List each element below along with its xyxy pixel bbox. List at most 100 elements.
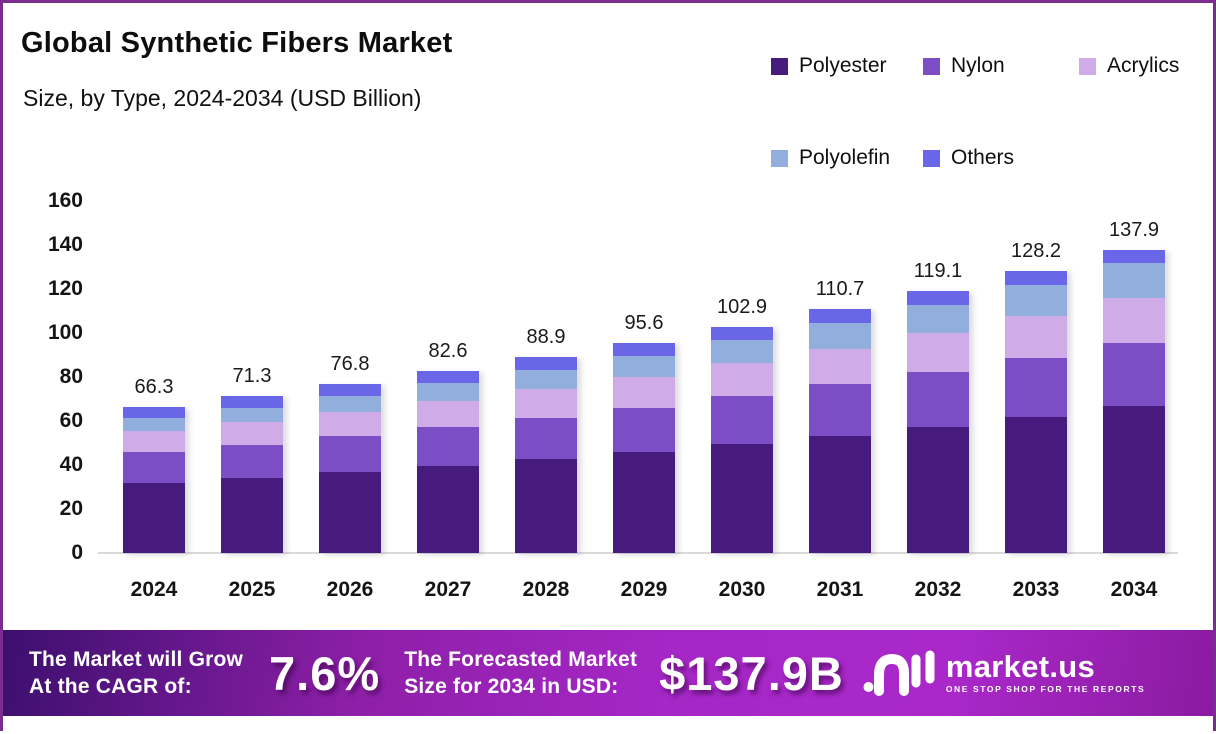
segment-acrylics-2034[interactable] xyxy=(1103,298,1165,343)
segment-others-2031[interactable] xyxy=(809,309,871,323)
segment-nylon-2024[interactable] xyxy=(123,452,185,483)
segment-acrylics-2027[interactable] xyxy=(417,400,479,428)
segment-others-2026[interactable] xyxy=(319,384,381,396)
segment-polyolefin-2027[interactable] xyxy=(417,383,479,401)
bar-2029[interactable] xyxy=(613,342,675,553)
bar-2031[interactable] xyxy=(809,309,871,553)
segment-others-2024[interactable] xyxy=(123,407,185,419)
segment-acrylics-2031[interactable] xyxy=(809,348,871,385)
x-axis-label-2034: 2034 xyxy=(1110,578,1158,601)
y-axis-tick-label: 100 xyxy=(47,321,83,344)
segment-nylon-2034[interactable] xyxy=(1103,342,1165,407)
bar-2026[interactable] xyxy=(319,384,381,553)
nylon-swatch-icon xyxy=(923,57,940,75)
segment-others-2030[interactable] xyxy=(711,326,773,340)
segment-acrylics-2030[interactable] xyxy=(711,363,773,397)
segment-polyolefin-2026[interactable] xyxy=(319,395,381,412)
bar-2024[interactable] xyxy=(123,407,185,553)
segment-polyester-2027[interactable] xyxy=(417,465,479,553)
segment-acrylics-2033[interactable] xyxy=(1005,316,1067,358)
segment-polyolefin-2032[interactable] xyxy=(907,304,969,334)
segment-polyolefin-2034[interactable] xyxy=(1103,263,1165,299)
x-axis-label-2029: 2029 xyxy=(620,578,668,601)
marketus-logo[interactable]: market.us ONE STOP SHOP FOR THE REPORTS xyxy=(862,647,1145,699)
polyolefin-swatch-icon xyxy=(771,149,788,167)
forecast-value: $137.9B xyxy=(659,646,844,700)
segment-acrylics-2028[interactable] xyxy=(515,389,577,418)
segment-acrylics-2029[interactable] xyxy=(613,376,675,408)
segment-nylon-2026[interactable] xyxy=(319,436,381,472)
marketus-squiggle-icon xyxy=(863,650,935,696)
y-axis-tick-label: 60 xyxy=(59,409,83,432)
segment-nylon-2027[interactable] xyxy=(417,427,479,466)
legend-item-polyolefin[interactable]: Polyolefin xyxy=(771,145,890,171)
segment-others-2028[interactable] xyxy=(515,357,577,371)
x-axis-label-2030: 2030 xyxy=(718,578,766,601)
segment-acrylics-2026[interactable] xyxy=(319,411,381,437)
segment-polyester-2029[interactable] xyxy=(613,451,675,553)
segment-acrylics-2024[interactable] xyxy=(123,430,185,453)
segment-polyester-2030[interactable] xyxy=(711,444,773,553)
acrylics-swatch-icon xyxy=(1079,57,1096,75)
bar-2028[interactable] xyxy=(515,357,577,553)
segment-others-2029[interactable] xyxy=(613,342,675,356)
segment-others-2025[interactable] xyxy=(221,396,283,408)
segment-acrylics-2025[interactable] xyxy=(221,421,283,445)
legend-item-acrylics[interactable]: Acrylics xyxy=(1079,53,1179,79)
segment-polyolefin-2031[interactable] xyxy=(809,322,871,349)
y-axis-tick-label: 120 xyxy=(47,277,83,300)
segment-polyester-2024[interactable] xyxy=(123,483,185,553)
bar-total-label: 88.9 xyxy=(526,326,566,349)
y-axis-tick-label: 80 xyxy=(59,365,83,388)
segment-others-2033[interactable] xyxy=(1005,270,1067,285)
segment-polyester-2031[interactable] xyxy=(809,435,871,553)
segment-polyolefin-2028[interactable] xyxy=(515,370,577,390)
segment-polyester-2025[interactable] xyxy=(221,477,283,553)
segment-polyolefin-2025[interactable] xyxy=(221,407,283,422)
legend-label: Polyolefin xyxy=(799,146,891,169)
segment-acrylics-2032[interactable] xyxy=(907,333,969,372)
y-axis-tick-label: 20 xyxy=(59,497,83,520)
segment-polyolefin-2029[interactable] xyxy=(613,355,675,377)
segment-others-2032[interactable] xyxy=(907,290,969,305)
segment-nylon-2032[interactable] xyxy=(907,371,969,427)
bar-2025[interactable] xyxy=(221,396,283,553)
segment-nylon-2033[interactable] xyxy=(1005,357,1067,417)
segment-polyolefin-2024[interactable] xyxy=(123,418,185,431)
segment-nylon-2031[interactable] xyxy=(809,384,871,436)
bottom-banner: The Market will Grow At the CAGR of: 7.6… xyxy=(3,630,1213,716)
bar-total-label: 95.6 xyxy=(624,311,664,334)
bar-total-label: 119.1 xyxy=(913,259,963,282)
legend-item-others[interactable]: Others xyxy=(923,145,1014,171)
segment-nylon-2029[interactable] xyxy=(613,407,675,452)
segment-nylon-2030[interactable] xyxy=(711,396,773,445)
bar-2027[interactable] xyxy=(417,371,479,553)
segment-nylon-2028[interactable] xyxy=(515,417,577,459)
segment-polyester-2034[interactable] xyxy=(1103,406,1165,553)
y-axis-tick-label: 40 xyxy=(59,453,83,476)
y-axis-tick-label: 160 xyxy=(47,189,83,212)
segment-others-2027[interactable] xyxy=(417,371,479,384)
segment-nylon-2025[interactable] xyxy=(221,444,283,478)
bar-total-label: 128.2 xyxy=(1010,239,1062,262)
bar-total-label: 66.3 xyxy=(134,376,174,399)
legend-label: Polyester xyxy=(799,54,887,77)
segment-polyester-2028[interactable] xyxy=(515,459,577,553)
bar-2030[interactable] xyxy=(711,326,773,553)
segment-polyester-2032[interactable] xyxy=(907,426,969,553)
segment-polyolefin-2030[interactable] xyxy=(711,339,773,364)
legend-item-polyester[interactable]: Polyester xyxy=(771,53,887,79)
legend-item-nylon[interactable]: Nylon xyxy=(923,53,1005,79)
bar-2034[interactable] xyxy=(1103,249,1165,553)
segment-polyester-2026[interactable] xyxy=(319,471,381,553)
chart-title: Global Synthetic Fibers Market xyxy=(21,27,453,59)
x-axis-label-2027: 2027 xyxy=(424,578,472,601)
segment-others-2034[interactable] xyxy=(1103,249,1165,264)
segment-polyolefin-2033[interactable] xyxy=(1005,284,1067,317)
bar-2033[interactable] xyxy=(1005,270,1067,553)
cagr-value: 7.6% xyxy=(269,646,381,700)
brand-tagline: ONE STOP SHOP FOR THE REPORTS xyxy=(945,684,1146,694)
segment-polyester-2033[interactable] xyxy=(1005,416,1067,553)
bar-2032[interactable] xyxy=(907,290,969,553)
legend-label: Nylon xyxy=(951,54,1005,77)
